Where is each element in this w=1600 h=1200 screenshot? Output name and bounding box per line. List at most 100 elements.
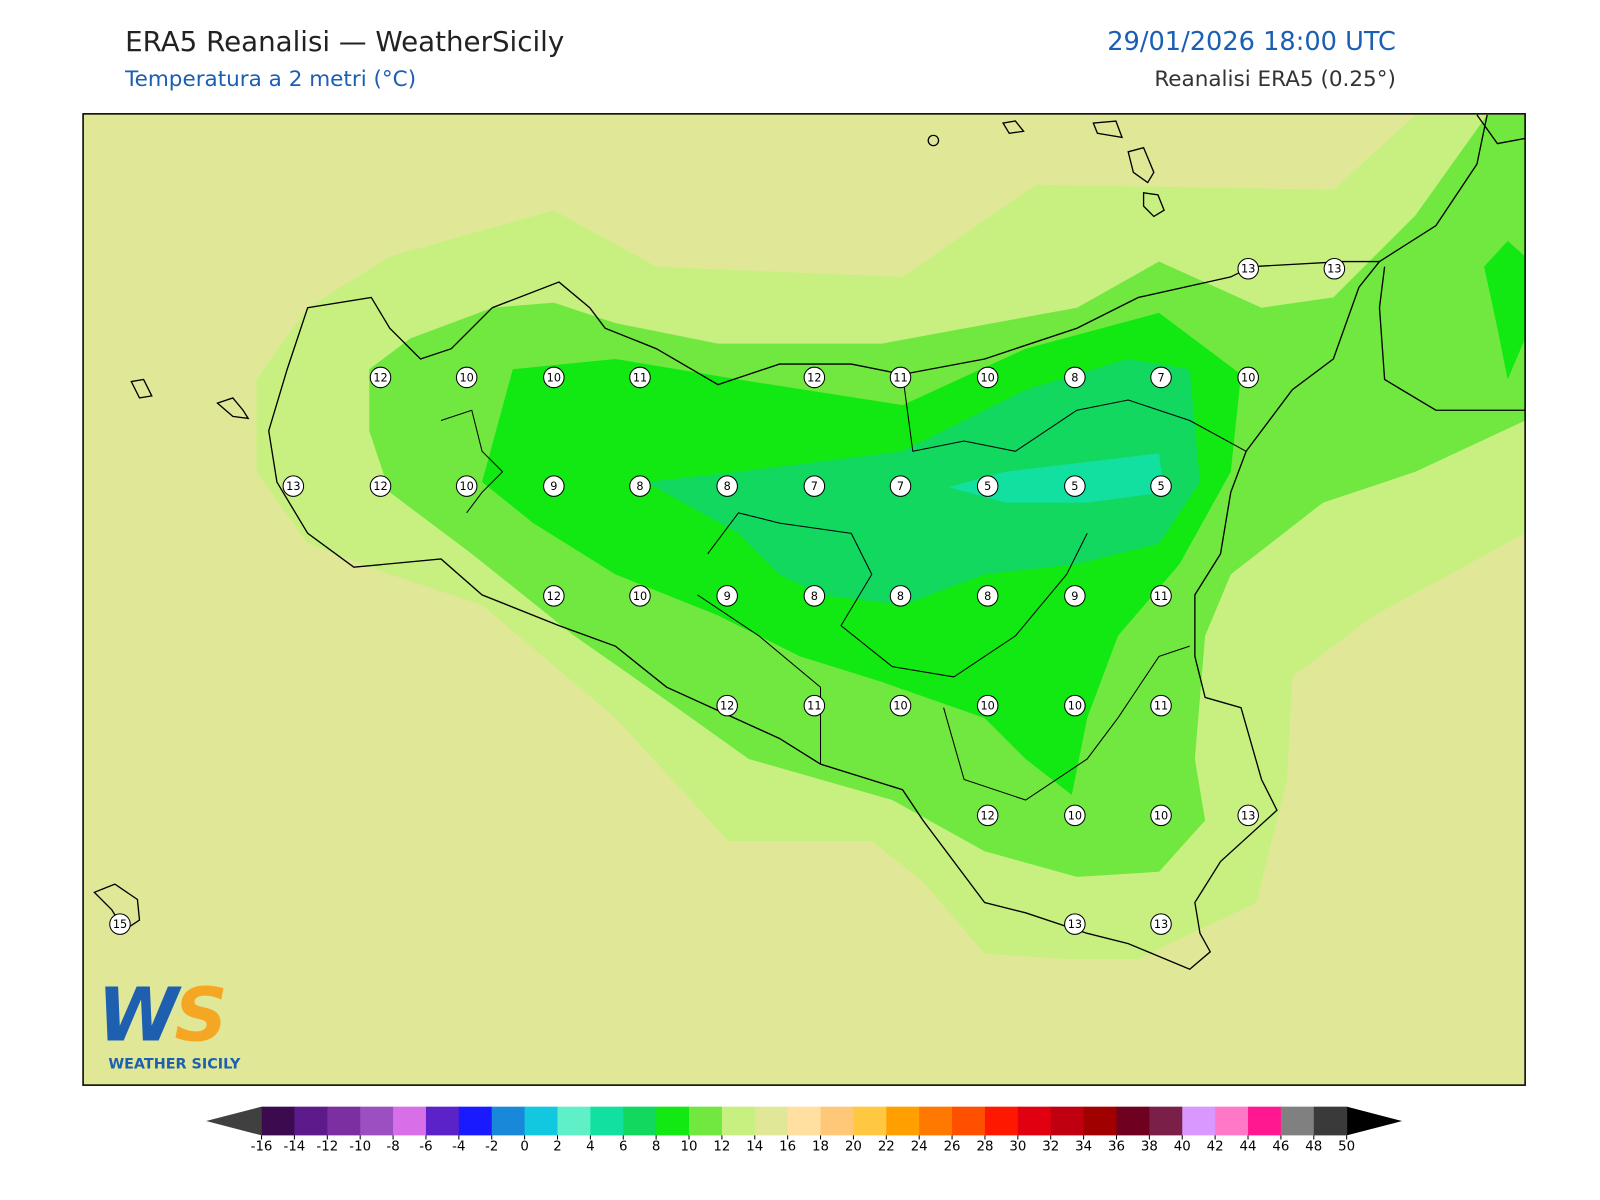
colorbar-tick-label: 46	[1272, 1140, 1289, 1155]
station-value: 10	[547, 371, 561, 384]
station-marker	[1150, 804, 1172, 827]
colorbar-swatch	[952, 1106, 986, 1136]
source: Reanalisi ERA5 (0.25°)	[1154, 67, 1396, 92]
station-marker	[543, 585, 565, 607]
station-marker	[543, 475, 565, 497]
station-value: 13	[1154, 918, 1168, 931]
colorbar-tick-label: -2	[485, 1140, 498, 1155]
colorbar-swatch	[1083, 1106, 1118, 1136]
colorbar-swatch	[984, 1106, 1019, 1136]
colorbar-tick-label: -14	[284, 1140, 306, 1155]
colorbar-swatch	[919, 1106, 953, 1136]
colorbar-swatch	[458, 1106, 493, 1136]
station-value: 13	[1068, 918, 1082, 931]
station-marker	[1064, 913, 1086, 935]
station-value: 8	[897, 590, 904, 603]
station-value: 10	[459, 371, 473, 384]
station-marker	[716, 475, 738, 497]
station-marker	[629, 475, 651, 497]
station-value: 10	[1068, 809, 1082, 822]
colorbar-tick-label: 10	[681, 1140, 698, 1155]
station-value: 8	[811, 590, 818, 603]
station-marker	[1064, 694, 1086, 717]
colorbar-swatch	[1149, 1106, 1183, 1136]
subtitle: Temperatura a 2 metri (°C)	[124, 67, 416, 92]
colorbar-swatch	[1017, 1106, 1052, 1136]
colorbar-tick-label: 38	[1141, 1140, 1158, 1155]
colorbar-tick-label: 26	[944, 1140, 961, 1155]
colorbar-swatch	[360, 1106, 394, 1136]
station-marker	[1064, 366, 1086, 389]
colorbar-swatch	[1313, 1106, 1348, 1136]
station-marker	[1237, 366, 1259, 389]
colorbar-tick-label: 18	[812, 1140, 829, 1155]
station-value: 12	[373, 371, 387, 384]
colorbar-tick-label: 36	[1108, 1140, 1125, 1155]
station-marker	[889, 585, 912, 607]
colorbar-tick-label: -12	[316, 1140, 338, 1155]
colorbar-tick-label: 50	[1338, 1140, 1355, 1155]
station-value: 12	[547, 590, 561, 603]
colorbar-tick-label: 44	[1240, 1140, 1257, 1155]
colorbar-swatch	[656, 1106, 690, 1136]
colorbar-tick-label: 42	[1207, 1140, 1224, 1155]
colorbar-tick-label: -4	[452, 1140, 465, 1155]
colorbar-tick-label: -16	[251, 1140, 273, 1155]
station-value: 10	[1154, 809, 1168, 822]
station-value: 7	[1157, 371, 1164, 384]
colorbar-swatch	[491, 1106, 526, 1136]
colorbar-swatch	[1182, 1106, 1216, 1136]
colorbar-swatch	[590, 1106, 624, 1136]
station-marker	[1064, 585, 1086, 607]
station-value: 11	[1154, 700, 1168, 713]
station-marker	[1150, 585, 1172, 607]
colorbar-tick-label: 12	[713, 1140, 730, 1155]
station-marker	[109, 913, 131, 935]
colorbar-swatch	[623, 1106, 657, 1136]
station-value: 7	[811, 480, 818, 493]
colorbar-swatch	[393, 1106, 427, 1136]
station-marker	[976, 694, 999, 717]
colorbar-tick-label: 32	[1042, 1140, 1059, 1155]
colorbar-swatch	[787, 1106, 822, 1136]
colorbar-swatch	[294, 1106, 328, 1136]
station-marker	[803, 366, 826, 389]
station-value: 15	[113, 918, 127, 931]
colorbar-swatch	[1248, 1106, 1282, 1136]
colorbar-tick-label: 16	[779, 1140, 796, 1155]
logo-caption: WEATHER SICILY	[108, 1057, 241, 1073]
logo-w: W	[97, 973, 182, 1059]
colorbar-swatch	[721, 1106, 756, 1136]
contour-8-calabria	[1484, 241, 1526, 380]
station-marker	[1064, 475, 1086, 497]
station-value: 13	[1241, 263, 1255, 276]
station-marker	[716, 694, 738, 717]
colorbar-tick-label: 40	[1174, 1140, 1191, 1155]
colorbar-swatch	[1050, 1106, 1085, 1136]
colorbar-tick-label: 14	[746, 1140, 763, 1155]
colorbar-swatch	[1116, 1106, 1150, 1136]
station-value: 9	[1071, 590, 1078, 603]
station-marker	[976, 366, 999, 389]
station-value: 9	[550, 480, 557, 493]
station-marker	[455, 366, 478, 389]
colorbar-tick-label: 34	[1075, 1140, 1092, 1155]
stations: 13 13 12 10 10 11 12 11 10 8 7 10 13 12 10 9 8 8 7 7 5 5 5 12 10…	[109, 257, 1346, 935]
station-value: 11	[807, 700, 821, 713]
station-marker	[1323, 257, 1346, 280]
station-value: 9	[724, 590, 731, 603]
colorbar-tick-label: 28	[976, 1140, 993, 1155]
station-value: 12	[981, 809, 995, 822]
station-value: 8	[1071, 371, 1078, 384]
colorbar-tick-label: 48	[1305, 1140, 1322, 1155]
colorbar-swatch	[524, 1106, 558, 1136]
colorbar-swatch	[557, 1106, 591, 1136]
colorbar-swatch	[820, 1106, 854, 1136]
station-marker	[1237, 804, 1259, 827]
station-value: 11	[633, 371, 647, 384]
map: 13 13 12 10 10 11 12 11 10 8 7 10 13 12 10 9 8 8 7 7 5 5 5 12 10…	[83, 113, 1526, 1086]
contour-4	[948, 453, 1165, 503]
station-value: 8	[724, 480, 731, 493]
station-value: 8	[984, 590, 991, 603]
